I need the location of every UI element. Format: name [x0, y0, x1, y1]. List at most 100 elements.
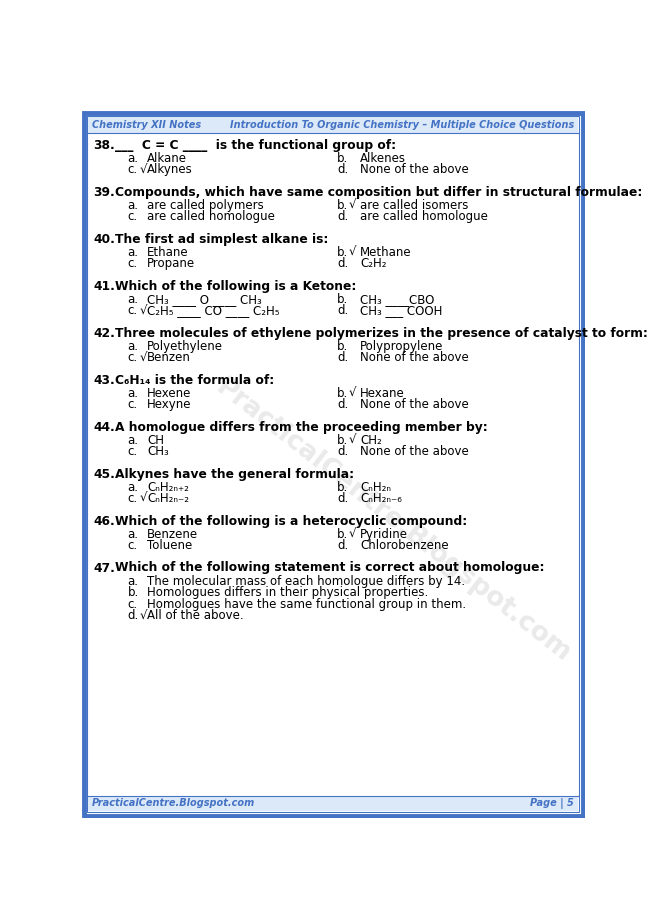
Text: √: √: [348, 245, 356, 259]
Text: CₙH₂ₙ: CₙH₂ₙ: [360, 481, 391, 494]
Text: Alkynes have the general formula:: Alkynes have the general formula:: [115, 468, 354, 481]
Text: CₙH₂ₙ₊₂: CₙH₂ₙ₊₂: [147, 481, 189, 494]
Text: d.: d.: [337, 304, 348, 317]
Text: c.: c.: [128, 597, 138, 611]
Text: Alkynes: Alkynes: [147, 164, 193, 176]
Text: √: √: [348, 434, 356, 447]
Text: c.: c.: [128, 539, 138, 552]
Text: A homologue differs from the proceeding member by:: A homologue differs from the proceeding …: [115, 421, 488, 434]
Text: d.: d.: [337, 257, 348, 270]
Text: Chemistry XII Notes: Chemistry XII Notes: [92, 119, 202, 130]
Text: b.: b.: [337, 434, 348, 447]
Text: 47.: 47.: [94, 562, 116, 574]
Text: 44.: 44.: [94, 421, 116, 434]
Text: a.: a.: [128, 574, 138, 587]
Text: Methane: Methane: [360, 245, 412, 259]
Text: are called polymers: are called polymers: [147, 199, 264, 212]
Text: 40.: 40.: [94, 233, 116, 245]
Text: a.: a.: [128, 340, 138, 353]
Text: √: √: [348, 387, 356, 400]
Text: are called homologue: are called homologue: [147, 210, 275, 223]
Text: All of the above.: All of the above.: [147, 609, 244, 622]
Text: CₙH₂ₙ₋₆: CₙH₂ₙ₋₆: [360, 493, 402, 505]
Text: None of the above: None of the above: [360, 445, 469, 459]
Text: PracticalCentre.Blogspot.com: PracticalCentre.Blogspot.com: [211, 374, 576, 667]
Text: b.: b.: [337, 528, 348, 540]
Text: Alkane: Alkane: [147, 152, 187, 165]
Text: a.: a.: [128, 293, 138, 306]
Text: b.: b.: [337, 481, 348, 494]
Text: Alkenes: Alkenes: [360, 152, 406, 165]
Text: Ethane: Ethane: [147, 245, 188, 259]
Text: √: √: [348, 528, 356, 540]
Text: a.: a.: [128, 199, 138, 212]
Text: 41.: 41.: [94, 279, 116, 292]
Text: Propane: Propane: [147, 257, 195, 270]
Text: Which of the following is a heterocyclic compound:: Which of the following is a heterocyclic…: [115, 515, 467, 528]
Text: d.: d.: [337, 493, 348, 505]
Text: Polypropylene: Polypropylene: [360, 340, 443, 353]
Text: Pyridine: Pyridine: [360, 528, 408, 540]
Text: ___  C = C ____  is the functional group of:: ___ C = C ____ is the functional group o…: [115, 139, 396, 152]
Text: Which of the following statement is correct about homologue:: Which of the following statement is corr…: [115, 562, 545, 574]
Text: a.: a.: [128, 434, 138, 447]
Text: C₆H₁₄ is the formula of:: C₆H₁₄ is the formula of:: [115, 374, 274, 387]
Text: 39.: 39.: [94, 186, 116, 199]
Text: CH: CH: [147, 434, 164, 447]
Text: Homologues have the same functional group in them.: Homologues have the same functional grou…: [147, 597, 466, 611]
Text: √: √: [139, 609, 147, 622]
Text: c.: c.: [128, 164, 138, 176]
Text: b.: b.: [337, 293, 348, 306]
Text: b.: b.: [337, 152, 348, 165]
Text: 45.: 45.: [94, 468, 116, 481]
Text: Homologues differs in their physical properties.: Homologues differs in their physical pro…: [147, 586, 428, 599]
Text: Three molecules of ethylene polymerizes in the presence of catalyst to form:: Three molecules of ethylene polymerizes …: [115, 326, 648, 340]
Text: Which of the following is a Ketone:: Which of the following is a Ketone:: [115, 279, 357, 292]
Text: d.: d.: [337, 539, 348, 552]
Text: None of the above: None of the above: [360, 351, 469, 364]
Text: The molecular mass of each homologue differs by 14.: The molecular mass of each homologue dif…: [147, 574, 465, 587]
Text: PracticalCentre.Blogspot.com: PracticalCentre.Blogspot.com: [92, 799, 255, 809]
Text: √: √: [139, 304, 147, 317]
Text: CH₃ ____ O ____ CH₃: CH₃ ____ O ____ CH₃: [147, 293, 262, 306]
Text: a.: a.: [128, 481, 138, 494]
Text: a.: a.: [128, 528, 138, 540]
Text: c.: c.: [128, 304, 138, 317]
Text: √: √: [139, 164, 147, 176]
Text: are called homologue: are called homologue: [360, 210, 488, 223]
Text: Page | 5: Page | 5: [530, 798, 574, 809]
Text: a.: a.: [128, 245, 138, 259]
Text: Compounds, which have same composition but differ in structural formulae:: Compounds, which have same composition b…: [115, 186, 643, 199]
Text: CH₃: CH₃: [147, 445, 169, 459]
Text: 43.: 43.: [94, 374, 116, 387]
Text: The first ad simplest alkane is:: The first ad simplest alkane is:: [115, 233, 329, 245]
Text: Hexene: Hexene: [147, 387, 192, 400]
Text: Hexyne: Hexyne: [147, 398, 192, 412]
Text: are called isomers: are called isomers: [360, 199, 469, 212]
Text: Introduction To Organic Chemistry – Multiple Choice Questions: Introduction To Organic Chemistry – Mult…: [230, 119, 574, 130]
Text: d.: d.: [337, 164, 348, 176]
Text: CH₃ ____CBO: CH₃ ____CBO: [360, 293, 435, 306]
Text: CₙH₂ₙ₋₂: CₙH₂ₙ₋₂: [147, 493, 189, 505]
Text: Hexane: Hexane: [360, 387, 405, 400]
Text: CH₂: CH₂: [360, 434, 382, 447]
Text: Toluene: Toluene: [147, 539, 192, 552]
Text: 42.: 42.: [94, 326, 116, 340]
Text: d.: d.: [128, 609, 139, 622]
Text: Benzen: Benzen: [147, 351, 191, 364]
Text: c.: c.: [128, 445, 138, 459]
Text: c.: c.: [128, 351, 138, 364]
Bar: [88, 118, 578, 132]
Text: √: √: [139, 351, 147, 364]
Text: b.: b.: [337, 340, 348, 353]
Text: d.: d.: [337, 210, 348, 223]
Text: 46.: 46.: [94, 515, 116, 528]
Text: None of the above: None of the above: [360, 398, 469, 412]
Text: √: √: [139, 493, 147, 505]
Text: c.: c.: [128, 398, 138, 412]
Text: 38.: 38.: [94, 139, 116, 152]
Text: c.: c.: [128, 257, 138, 270]
Text: Chlorobenzene: Chlorobenzene: [360, 539, 449, 552]
Text: c.: c.: [128, 493, 138, 505]
Text: C₂H₂: C₂H₂: [360, 257, 387, 270]
